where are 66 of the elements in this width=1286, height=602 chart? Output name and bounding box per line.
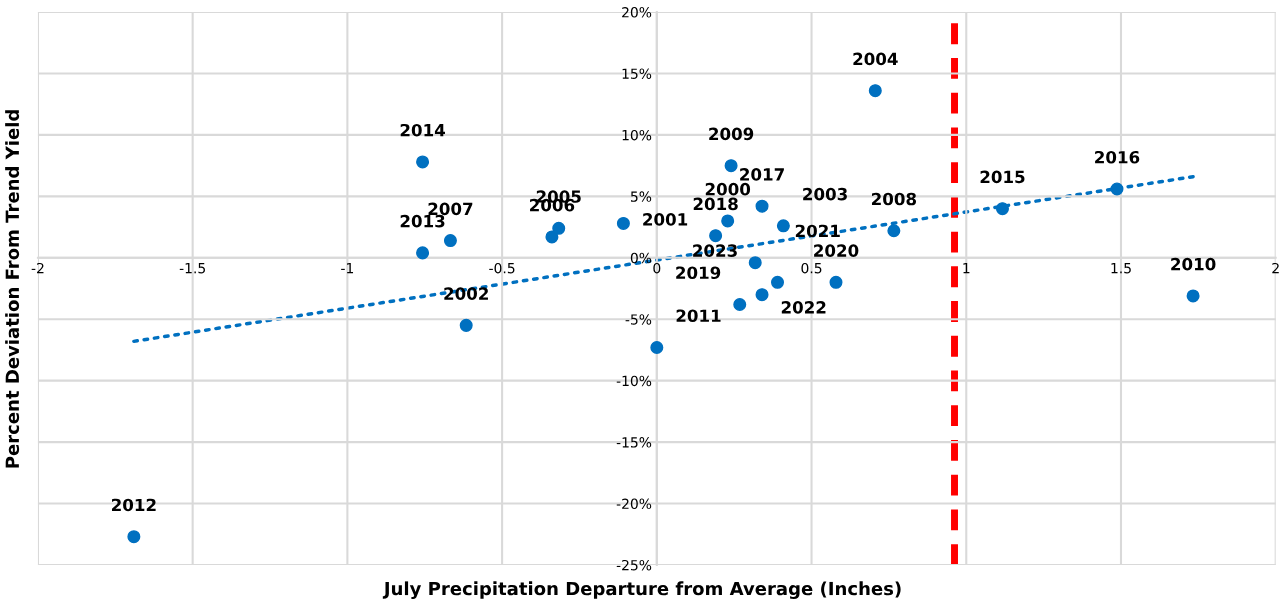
point — [721, 214, 735, 228]
y-tick-label: -5% — [625, 314, 652, 325]
y-tick-label: 5% — [631, 191, 652, 202]
point — [995, 202, 1009, 216]
point — [127, 530, 141, 544]
annotation: 2020 — [814, 244, 859, 257]
annotation: 2019 — [676, 266, 721, 280]
point — [755, 288, 769, 302]
x-tick-label: 1.5 — [1111, 263, 1131, 274]
x-tick-label: -1 — [341, 263, 354, 274]
x-tick-label: 0 — [653, 262, 661, 274]
point — [443, 234, 457, 248]
annotation: 2009 — [709, 127, 754, 141]
point — [616, 216, 630, 230]
point — [650, 340, 664, 354]
point — [1186, 289, 1200, 303]
annotation: 2013 — [400, 214, 445, 228]
annotation: 2004 — [853, 52, 898, 66]
y-tick-label: 0% — [630, 252, 652, 264]
point — [733, 297, 747, 311]
annotation: 2002 — [444, 287, 488, 300]
point — [771, 275, 785, 289]
x-tick-label: 1 — [963, 263, 970, 274]
y-tick-label: 20% — [622, 7, 652, 18]
point — [776, 219, 790, 233]
annotation: 2003 — [803, 187, 847, 201]
annotation: 2017 — [740, 168, 784, 181]
y-axis-title: Percent Deviation From Trend Yield — [5, 110, 20, 468]
annotation: 2022 — [781, 301, 826, 314]
point — [416, 246, 430, 260]
x-tick-label: 2 — [1272, 262, 1279, 274]
point — [552, 221, 566, 235]
y-tick-label: 10% — [622, 129, 652, 141]
x-tick-label: -0.5 — [489, 262, 515, 274]
annotation: 2018 — [693, 197, 738, 211]
annotation: 2008 — [871, 192, 917, 206]
y-tick-label: 15% — [622, 68, 652, 79]
annotation: 2015 — [980, 170, 1025, 184]
point — [1110, 182, 1124, 196]
annotation: 2016 — [1095, 150, 1140, 164]
point — [868, 84, 882, 98]
annotation: 2010 — [1171, 257, 1216, 271]
point — [459, 318, 473, 332]
x-tick-label: -2 — [31, 262, 44, 274]
x-tick-label: 0.5 — [801, 262, 822, 274]
y-tick-label: -25% — [616, 559, 652, 571]
y-tick-label: -20% — [616, 498, 652, 510]
point — [887, 224, 901, 238]
annotation: 2000 — [705, 182, 751, 196]
point — [709, 229, 723, 243]
annotation: 2014 — [400, 123, 445, 137]
annotation: 2011 — [676, 309, 721, 323]
y-tick-label: -15% — [616, 437, 652, 448]
point — [724, 159, 738, 173]
x-tick-label: -1.5 — [179, 263, 205, 274]
annotation: 2007 — [428, 202, 473, 216]
annotation: 2001 — [643, 213, 688, 226]
annotation: 2021 — [795, 224, 840, 238]
y-tick-label: -10% — [616, 375, 652, 387]
point — [755, 199, 769, 213]
point — [416, 155, 430, 169]
point — [829, 275, 843, 289]
annotation: 2012 — [111, 498, 156, 512]
point — [545, 230, 559, 244]
point — [748, 256, 762, 270]
x-axis-title: July Precipitation Departure from Average (Inches) — [382, 581, 901, 599]
